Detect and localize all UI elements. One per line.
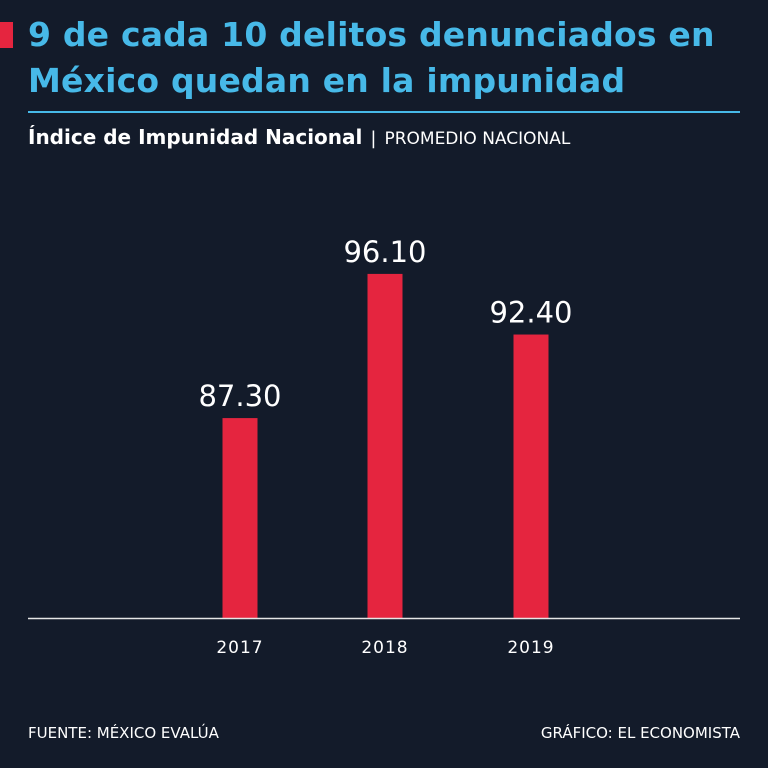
bar-2018 (367, 273, 403, 618)
title-divider (28, 111, 740, 113)
bar-2019 (513, 334, 549, 618)
chart-subtitle: Índice de Impunidad Nacional | PROMEDIO NA… (28, 124, 570, 152)
bar-2017 (222, 418, 258, 618)
graphic-credit: GRÁFICO: EL ECONOMISTA (540, 724, 740, 742)
source-credit: FUENTE: MÉXICO EVALÚA (28, 724, 219, 742)
title-accent-bar (0, 22, 13, 48)
subtitle-separator: | (370, 128, 377, 149)
data-label-2019: 92.40 (489, 296, 572, 330)
subtitle-main: Índice de Impunidad Nacional (28, 125, 363, 149)
x-tick-label-2018: 2018 (361, 638, 408, 658)
subtitle-aux: PROMEDIO NACIONAL (384, 129, 571, 149)
page-title: 9 de cada 10 delitos denunciados en Méxi… (28, 15, 715, 100)
x-tick-label-2019: 2019 (507, 638, 554, 658)
data-label-2018: 96.10 (343, 235, 426, 269)
x-tick-label-2017: 2017 (216, 638, 263, 658)
data-label-2017: 87.30 (198, 379, 281, 413)
